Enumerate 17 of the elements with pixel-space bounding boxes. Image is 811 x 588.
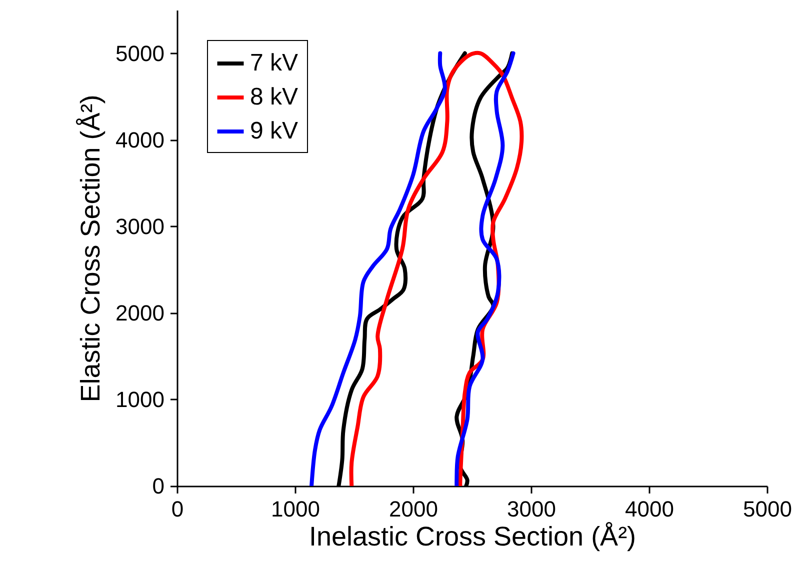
y-axis-title: Elastic Cross Section (Å²) [76, 94, 106, 402]
x-tick-label: 4000 [625, 496, 674, 522]
legend-label: 9 kV [250, 118, 298, 144]
x-axis-title: Inelastic Cross Section (Å²) [308, 522, 636, 552]
y-tick-label: 5000 [116, 40, 164, 66]
x-tick-label: 2000 [389, 496, 438, 522]
legend-label: 7 kV [250, 50, 298, 76]
x-tick-label: 1000 [271, 496, 320, 522]
y-tick-label: 1000 [116, 386, 164, 412]
y-tick-label: 3000 [116, 214, 164, 239]
y-tick-label: 0 [152, 474, 164, 498]
y-tick-label: 4000 [116, 127, 164, 152]
y-tick-label: 2000 [116, 300, 164, 326]
x-tick-label: 3000 [507, 496, 556, 522]
x-tick-label: 0 [171, 496, 184, 522]
legend-label: 8 kV [250, 84, 298, 110]
x-tick-label: 5000 [743, 496, 792, 522]
